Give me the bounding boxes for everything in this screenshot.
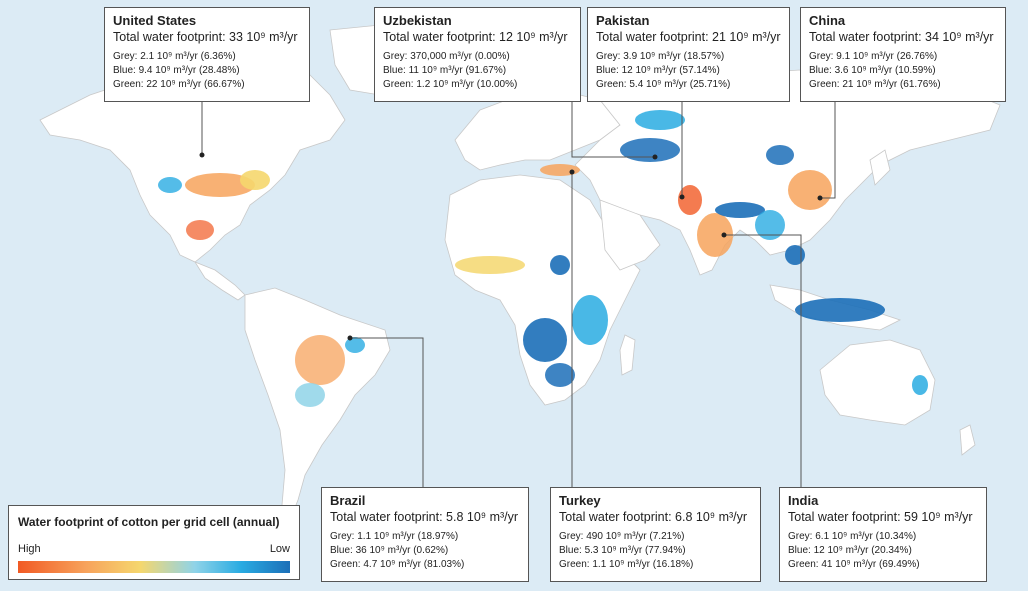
callout-uzbekistan: Uzbekistan Total water footprint: 12 10⁹… — [374, 7, 581, 102]
leader-uzbekistan — [571, 102, 655, 158]
cotton-area-central-asia-north — [635, 110, 685, 130]
cotton-area-pakistan — [678, 185, 702, 215]
marker-pakistan — [679, 194, 685, 200]
cotton-area-thailand — [785, 245, 805, 265]
callout-brazil: Brazil Total water footprint: 5.8 10⁹ m³… — [321, 487, 529, 582]
cotton-area-india-north — [715, 202, 765, 218]
green-footprint: Green: 5.4 10⁹ m³/yr (25.71%) — [596, 79, 731, 90]
total-footprint: Total water footprint: 59 10⁹ m³/yr — [788, 510, 973, 524]
cotton-area-india — [697, 213, 733, 257]
total-footprint: Total water footprint: 6.8 10⁹ m³/yr — [559, 510, 748, 524]
green-footprint: Green: 1.1 10⁹ m³/yr (16.18%) — [559, 559, 694, 570]
marker-china — [817, 195, 823, 201]
cotton-area-brazil — [295, 335, 345, 385]
cotton-area-turkey — [540, 164, 580, 176]
leader-india — [724, 234, 802, 487]
grey-footprint: Grey: 1.1 10⁹ m³/yr (18.97%) — [330, 531, 459, 542]
country-name: Brazil — [330, 493, 366, 508]
central-america — [194, 261, 246, 301]
grey-footprint: Grey: 370,000 m³/yr (0.00%) — [383, 51, 510, 62]
marker-brazil — [347, 335, 353, 341]
total-footprint: Total water footprint: 33 10⁹ m³/yr — [113, 30, 298, 44]
blue-footprint: Blue: 3.6 10⁹ m³/yr (10.59%) — [809, 65, 936, 76]
grey-footprint: Grey: 2.1 10⁹ m³/yr (6.36%) — [113, 51, 236, 62]
legend: Water footprint of cotton per grid cell … — [8, 505, 300, 580]
cotton-area-us-south — [185, 173, 255, 197]
total-footprint: Total water footprint: 12 10⁹ m³/yr — [383, 30, 568, 44]
total-footprint: Total water footprint: 21 10⁹ m³/yr — [596, 30, 781, 44]
cotton-area-west-africa — [455, 256, 525, 274]
cotton-area-china-north — [766, 145, 794, 165]
country-name: Uzbekistan — [383, 13, 452, 28]
australia — [819, 339, 936, 426]
africa — [444, 174, 641, 406]
cotton-area-east-africa — [572, 295, 608, 345]
arabia — [599, 199, 661, 271]
callout-united-states: United States Total water footprint: 33 … — [104, 7, 310, 102]
green-footprint: Green: 1.2 10⁹ m³/yr (10.00%) — [383, 79, 518, 90]
leader-dots — [199, 152, 823, 341]
leader-china — [820, 102, 836, 199]
grey-footprint: Grey: 9.1 10⁹ m³/yr (26.76%) — [809, 51, 938, 62]
grey-footprint: Grey: 3.9 10⁹ m³/yr (18.57%) — [596, 51, 725, 62]
country-name: China — [809, 13, 846, 28]
blue-footprint: Blue: 12 10⁹ m³/yr (20.34%) — [788, 545, 912, 556]
total-footprint: Total water footprint: 5.8 10⁹ m³/yr — [330, 510, 519, 524]
marker-united-states — [199, 152, 205, 158]
leader-lines — [201, 102, 836, 487]
total-footprint: Total water footprint: 34 10⁹ m³/yr — [809, 30, 994, 44]
blue-footprint: Blue: 36 10⁹ m³/yr (0.62%) — [330, 545, 449, 556]
cotton-area-brazil-north — [345, 337, 365, 353]
grey-footprint: Grey: 490 10⁹ m³/yr (7.21%) — [559, 531, 685, 542]
blue-footprint: Blue: 11 10⁹ m³/yr (91.67%) — [383, 65, 507, 76]
cotton-area-central-africa — [523, 318, 567, 362]
legend-low-label: Low — [269, 543, 290, 555]
green-footprint: Green: 21 10⁹ m³/yr (61.76%) — [809, 79, 941, 90]
country-name: Turkey — [559, 493, 601, 508]
grey-footprint: Grey: 6.1 10⁹ m³/yr (10.34%) — [788, 531, 917, 542]
callout-turkey: Turkey Total water footprint: 6.8 10⁹ m³… — [550, 487, 761, 582]
country-name: Pakistan — [596, 13, 650, 28]
callout-pakistan: Pakistan Total water footprint: 21 10⁹ m… — [587, 7, 790, 102]
green-footprint: Green: 22 10⁹ m³/yr (66.67%) — [113, 79, 245, 90]
cotton-area-uzbekistan — [620, 138, 680, 162]
cotton-area-china-east — [788, 170, 832, 210]
callout-china: China Total water footprint: 34 10⁹ m³/y… — [800, 7, 1006, 102]
cotton-area-mexico — [186, 220, 214, 240]
country-name: India — [788, 493, 819, 508]
blue-footprint: Blue: 5.3 10⁹ m³/yr (77.94%) — [559, 545, 686, 556]
green-footprint: Green: 41 10⁹ m³/yr (69.49%) — [788, 559, 920, 570]
cotton-area-indonesia — [795, 298, 885, 322]
green-footprint: Green: 4.7 10⁹ m³/yr (81.03%) — [330, 559, 465, 570]
cotton-area-argentina — [295, 383, 325, 407]
cotton-area-australia — [912, 375, 928, 395]
legend-title: Water footprint of cotton per grid cell … — [18, 515, 280, 529]
leader-brazil — [350, 337, 424, 487]
marker-india — [721, 232, 727, 238]
cotton-area-sahel — [550, 255, 570, 275]
blue-footprint: Blue: 9.4 10⁹ m³/yr (28.48%) — [113, 65, 240, 76]
country-name: United States — [113, 13, 197, 28]
madagascar — [619, 334, 636, 376]
marker-turkey — [569, 169, 575, 175]
blue-footprint: Blue: 12 10⁹ m³/yr (57.14%) — [596, 65, 720, 76]
legend-high-label: High — [18, 543, 41, 555]
cotton-area-china-west — [755, 210, 785, 240]
callout-india: India Total water footprint: 59 10⁹ m³/y… — [779, 487, 987, 582]
cotton-area-us-west — [158, 177, 182, 193]
japan — [869, 149, 891, 186]
cotton-area-us-east — [240, 170, 270, 190]
new-zealand — [959, 424, 976, 456]
cotton-area-southern-africa — [545, 363, 575, 387]
cotton-areas — [158, 110, 928, 407]
marker-uzbekistan — [652, 154, 658, 160]
legend-color-scale — [18, 561, 290, 573]
